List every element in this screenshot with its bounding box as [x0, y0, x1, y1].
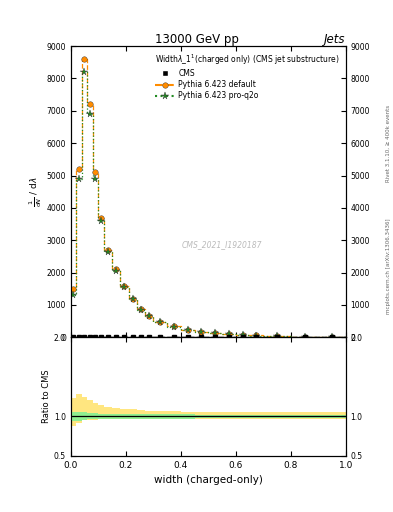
X-axis label: width (charged-only): width (charged-only) — [154, 475, 263, 485]
Y-axis label: Ratio to CMS: Ratio to CMS — [42, 370, 51, 423]
Text: Jets: Jets — [324, 33, 346, 46]
Text: CMS_2021_I1920187: CMS_2021_I1920187 — [182, 240, 262, 249]
Text: 13000 GeV pp: 13000 GeV pp — [154, 33, 239, 46]
Legend: CMS, Pythia 6.423 default, Pythia 6.423 pro-q2o: CMS, Pythia 6.423 default, Pythia 6.423 … — [153, 50, 342, 103]
Text: mcplots.cern.ch [arXiv:1306.3436]: mcplots.cern.ch [arXiv:1306.3436] — [386, 219, 391, 314]
Y-axis label: $\frac{1}{\mathrm{d}N}$ / $\mathrm{d}\lambda$: $\frac{1}{\mathrm{d}N}$ / $\mathrm{d}\la… — [27, 176, 44, 207]
Text: Rivet 3.1.10, ≥ 400k events: Rivet 3.1.10, ≥ 400k events — [386, 105, 391, 182]
